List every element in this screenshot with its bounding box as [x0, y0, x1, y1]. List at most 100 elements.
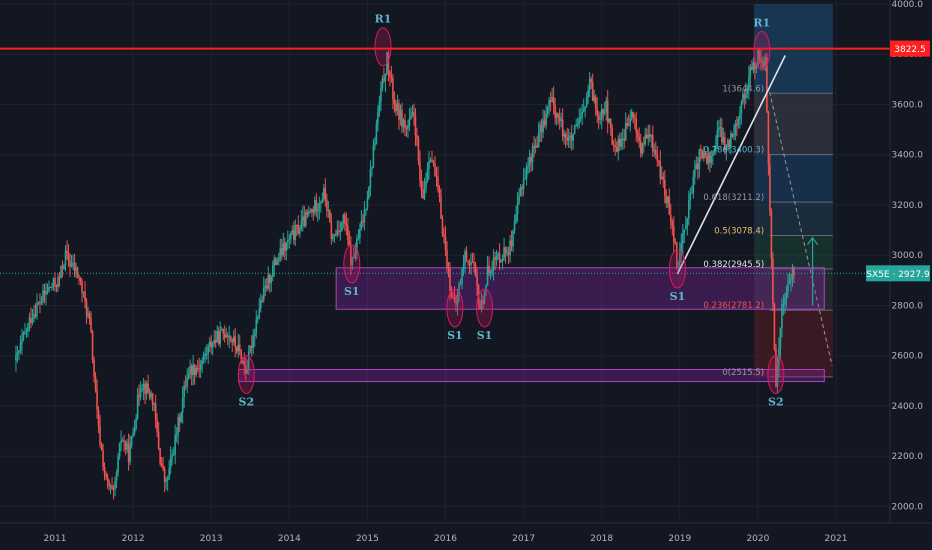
trend-line[interactable]: [676, 55, 786, 275]
fib-level-label: 0.786(3400.3): [703, 146, 764, 156]
pivot-ellipse[interactable]: [476, 288, 494, 328]
pivot-ellipse[interactable]: [668, 249, 686, 289]
candle-body: [341, 222, 343, 231]
candle-body: [527, 165, 529, 167]
candle-body: [489, 272, 492, 274]
candle-body: [524, 178, 526, 180]
candle-body: [238, 344, 241, 351]
candle-body: [243, 360, 246, 366]
candle-body: [42, 290, 44, 302]
resistance-price-tag-text: 3822.5: [894, 45, 926, 55]
candle-body: [390, 76, 393, 78]
candle-body: [117, 456, 119, 473]
candle-body: [315, 200, 318, 212]
pivot-label-s1: S1: [447, 329, 463, 342]
pivot-ellipse[interactable]: [753, 30, 771, 70]
candle-body: [286, 239, 289, 242]
candle-body: [471, 261, 474, 263]
candle-body: [718, 127, 720, 131]
drawing-lines[interactable]: [0, 47, 890, 306]
candle-body: [674, 242, 677, 244]
candle-body: [669, 214, 672, 222]
candle-body: [567, 137, 570, 141]
candle-body: [300, 220, 303, 230]
candle-body: [195, 368, 197, 376]
candle-body: [172, 454, 175, 456]
candle-body: [202, 354, 205, 361]
candle-body: [691, 192, 693, 194]
candle-body: [276, 261, 279, 265]
candle-body: [739, 113, 741, 120]
projection-dashed-line[interactable]: [769, 91, 833, 366]
candle-body: [66, 250, 68, 254]
candle-body: [270, 276, 273, 283]
candle-body: [49, 286, 52, 288]
candle-body: [533, 146, 535, 148]
support-zone[interactable]: [335, 267, 825, 310]
pivot-markers[interactable]: R1 R1 S1 S1 S1 S1 S2 S2: [237, 13, 785, 409]
pivot-ellipse[interactable]: [343, 244, 361, 284]
candle-body: [709, 152, 711, 163]
candle-body: [402, 120, 405, 128]
candle-body: [635, 118, 638, 133]
candle-body: [510, 240, 513, 247]
candle-body: [606, 100, 609, 123]
candle-body: [578, 119, 580, 125]
candle-body: [548, 99, 550, 107]
candle-body: [600, 108, 603, 119]
candle-body: [303, 216, 306, 226]
candle-body: [363, 210, 366, 223]
pivot-ellipse[interactable]: [446, 288, 464, 328]
candle-body: [656, 154, 659, 161]
candle-body: [425, 180, 427, 189]
candle-body: [261, 300, 264, 302]
candle-body: [136, 394, 139, 419]
candle-body: [522, 178, 525, 190]
candle-body: [285, 241, 288, 251]
candle-body: [369, 169, 372, 187]
candle-body: [401, 109, 403, 128]
candle-body: [731, 133, 734, 137]
candle-body: [561, 119, 564, 137]
candle-body: [516, 202, 519, 214]
candle-body: [597, 114, 600, 120]
candle-body: [482, 299, 484, 304]
candle-body: [662, 176, 665, 180]
candle-body: [488, 265, 490, 274]
pivot-ellipse[interactable]: [237, 355, 255, 395]
candle-body: [258, 308, 261, 318]
candle-body: [217, 330, 220, 345]
candle-body: [288, 238, 291, 240]
pivot-ellipse[interactable]: [374, 27, 392, 67]
candle-body: [384, 74, 387, 82]
candle-body: [651, 134, 654, 152]
candle-body: [377, 111, 379, 124]
price-tick-label: 2400.0: [892, 402, 924, 412]
candle-body: [752, 62, 755, 70]
candle-body: [584, 106, 586, 110]
time-tick-label: 2021: [825, 534, 848, 544]
fib-retracement[interactable]: [753, 4, 833, 378]
candle-body: [420, 180, 423, 191]
candle-body: [55, 285, 58, 288]
candle-body: [187, 373, 190, 378]
support-zones[interactable]: [238, 267, 825, 383]
price-tick-label: 2800.0: [892, 301, 924, 311]
candle-body: [675, 242, 678, 267]
fib-band: [753, 235, 833, 269]
candle-body: [344, 214, 346, 224]
candle-body: [250, 346, 253, 349]
candle-body: [27, 323, 29, 332]
candle-body: [645, 134, 648, 139]
candle-body: [335, 234, 337, 236]
time-axis[interactable]: 2011 2012 2013 2014 2015 2016 2017 2018 2019 2020…: [44, 534, 848, 544]
candle-body: [689, 193, 692, 200]
candle-body: [426, 168, 429, 181]
candle-body: [494, 257, 496, 261]
pivot-ellipse[interactable]: [767, 355, 785, 395]
candle-body: [519, 187, 522, 196]
candle-body: [588, 78, 591, 91]
candle-body: [190, 365, 193, 376]
candle-body: [760, 59, 762, 62]
